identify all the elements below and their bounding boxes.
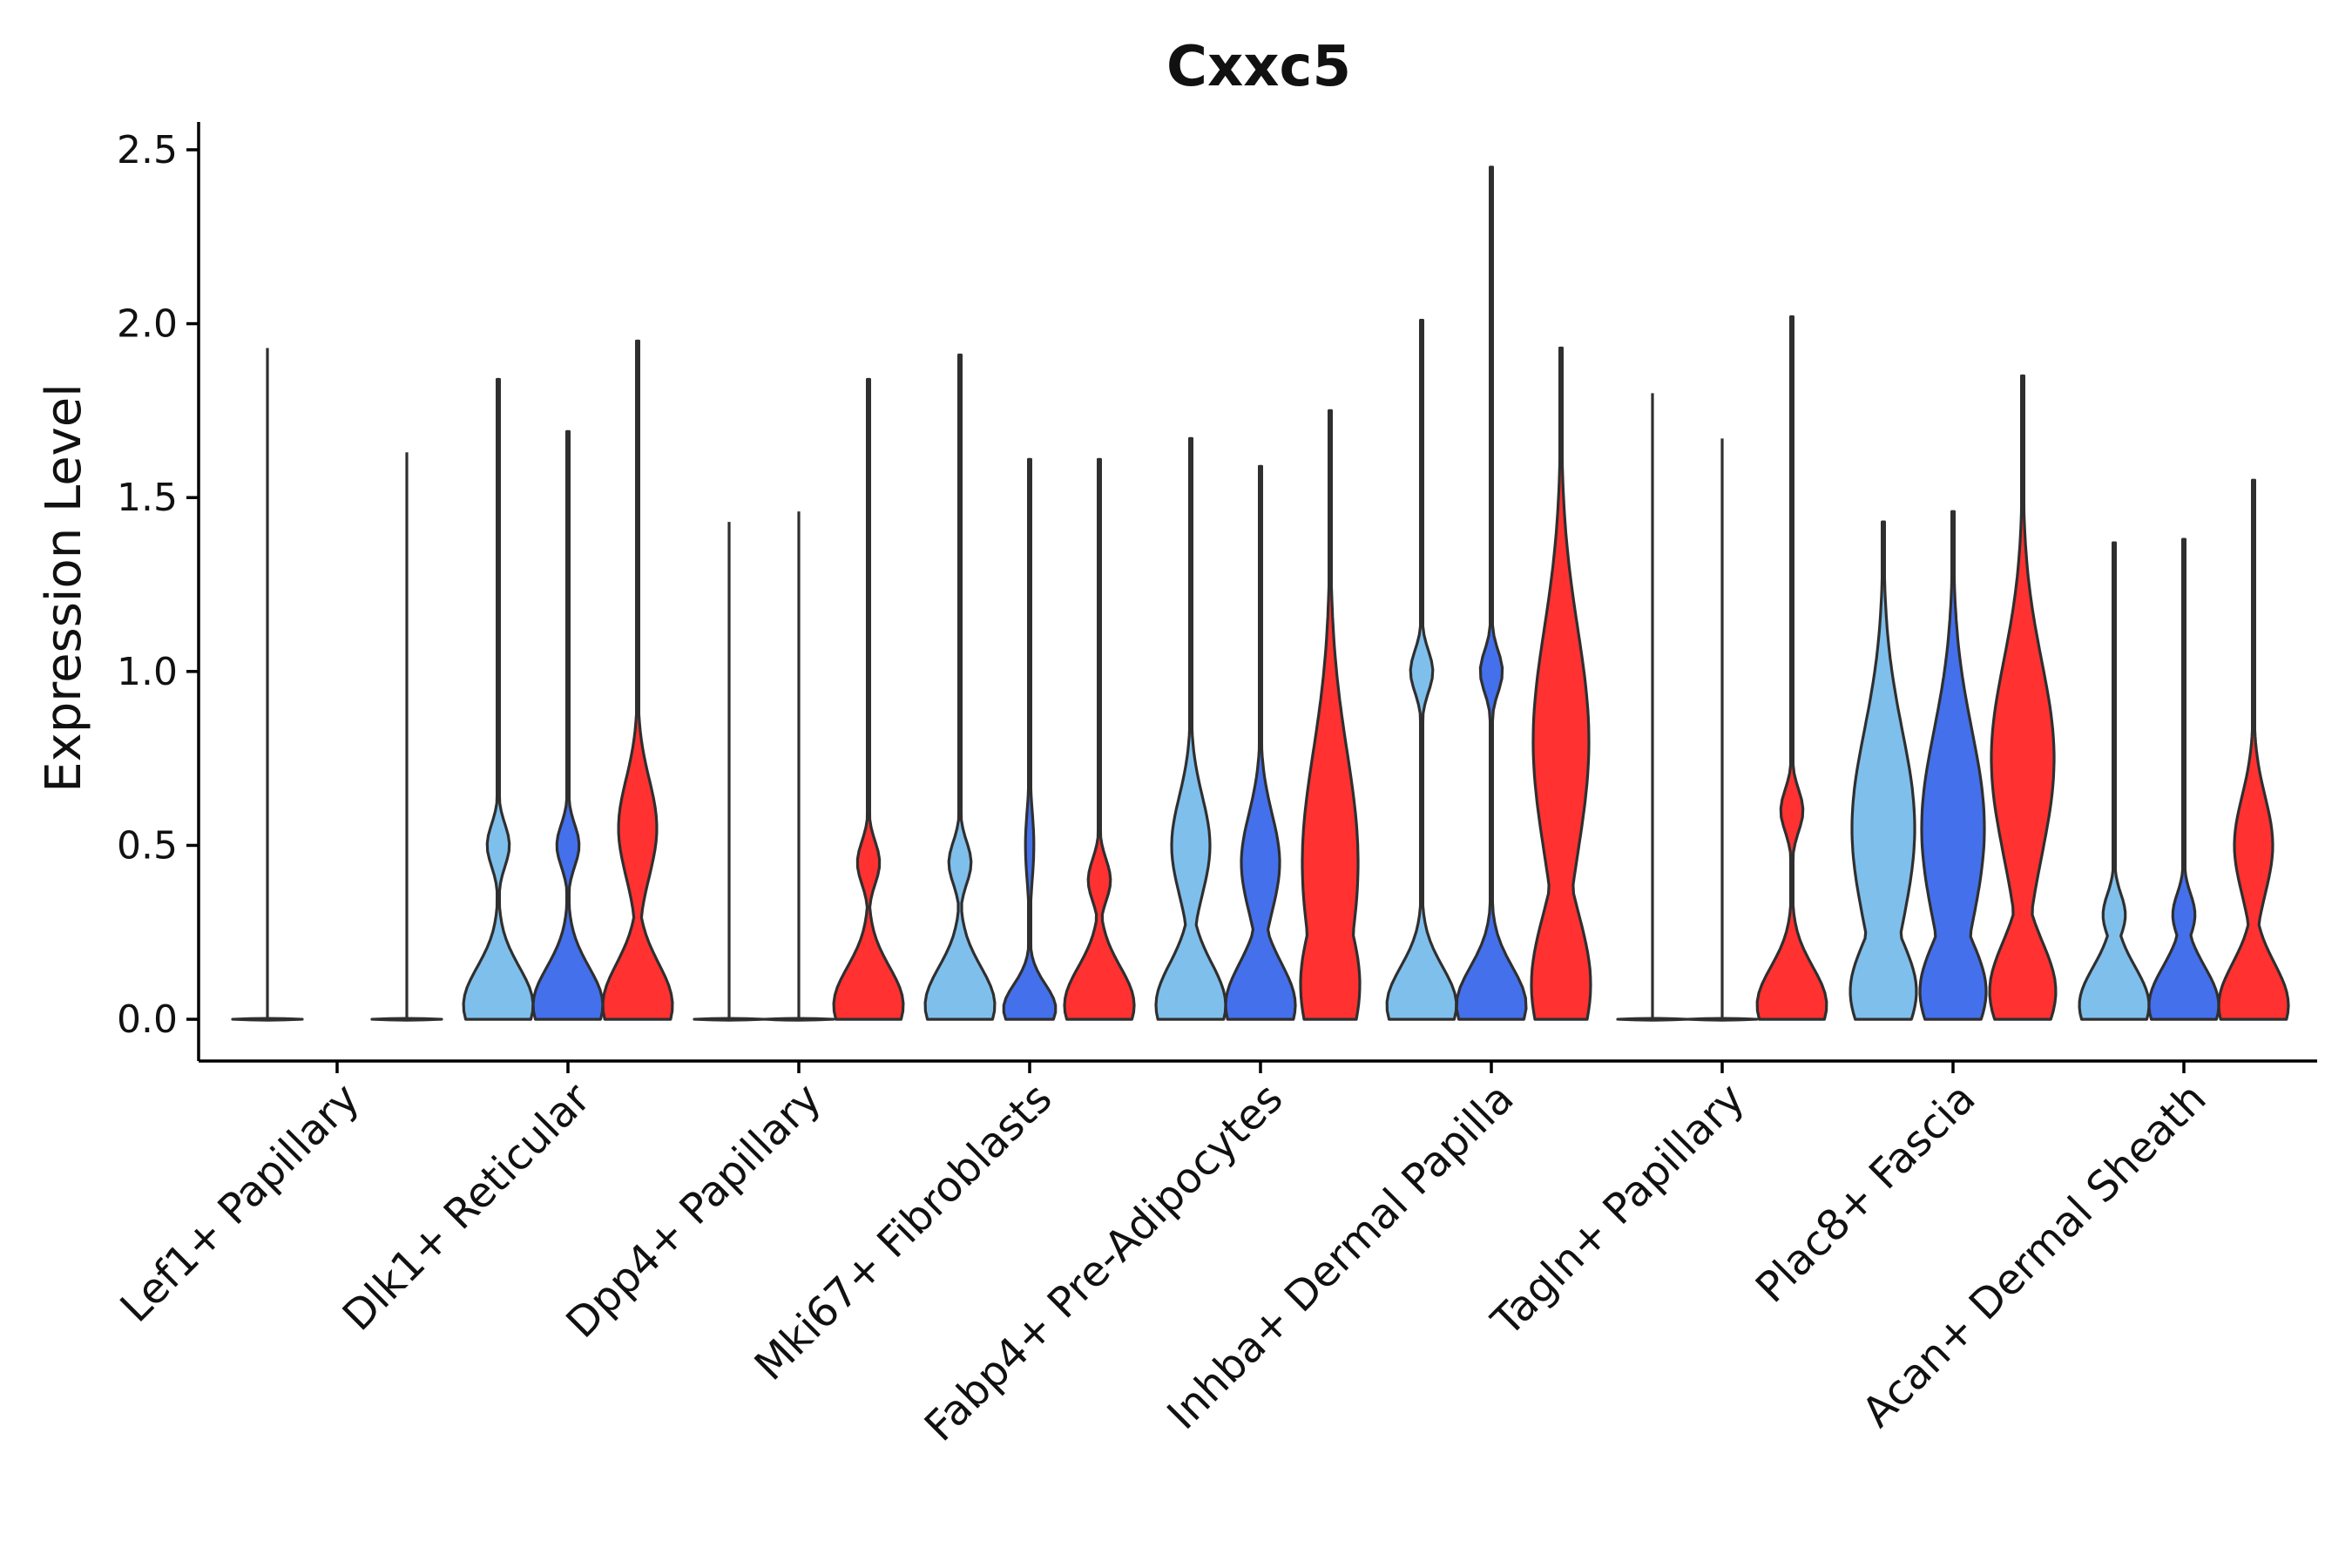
x-category-label: Lef1+ Papillary [112, 1074, 369, 1332]
x-category-label: Dpp4+ Papillary [557, 1074, 830, 1348]
violin-5-0 [1385, 319, 1458, 1021]
y-tick-label: 2.0 [117, 302, 178, 347]
violin-4-2 [1299, 409, 1362, 1021]
violin-1-2 [601, 339, 674, 1021]
violin-6-2 [1755, 315, 1828, 1021]
x-category-label: Dlk1+ Reticular [334, 1074, 600, 1341]
violin-0-0 [231, 1017, 304, 1022]
violin-7-0 [1848, 520, 1918, 1021]
y-tick-label: 0.5 [117, 823, 178, 868]
violin-8-2 [2217, 478, 2290, 1021]
violin-0-2 [370, 1017, 443, 1022]
violin-3-2 [1063, 457, 1136, 1021]
violin-3-0 [923, 353, 997, 1021]
violin-7-1 [1918, 510, 1988, 1021]
violin-1-0 [462, 377, 535, 1021]
violin-4-0 [1154, 436, 1227, 1021]
chart-title: Cxxc5 [1166, 35, 1351, 99]
violin-8-0 [2078, 541, 2151, 1021]
violin-2-1 [762, 1017, 835, 1022]
y-tick-label: 1.0 [117, 650, 178, 694]
y-tick-label: 2.5 [117, 128, 178, 172]
x-category-label: Tagln+ Papillary [1482, 1074, 1754, 1346]
violin-8-1 [2147, 537, 2220, 1021]
violin-5-2 [1530, 346, 1592, 1021]
x-category-label: Plac8+ Fascia [1747, 1074, 1985, 1313]
y-tick-label: 0.0 [117, 997, 178, 1042]
y-tick-label: 1.5 [117, 476, 178, 520]
y-axis-title: Expression Level [36, 383, 92, 793]
violin-5-1 [1455, 166, 1528, 1021]
violin-7-2 [1988, 374, 2058, 1021]
violin-4-1 [1224, 464, 1297, 1021]
violin-6-1 [1686, 1017, 1759, 1022]
y-axis: 0.0 0.5 1.0 1.5 2.0 2.5 [117, 122, 200, 1061]
violin-2-2 [832, 377, 905, 1021]
violins-layer [231, 166, 2290, 1022]
violin-3-1 [1002, 457, 1058, 1021]
violin-1-1 [531, 429, 605, 1021]
